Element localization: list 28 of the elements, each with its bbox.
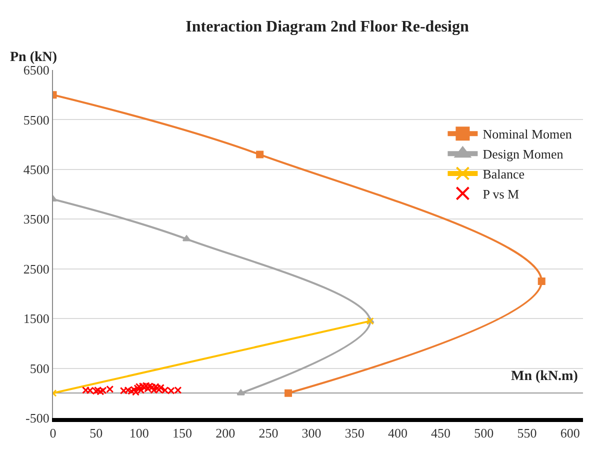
y-tick-label: 6500: [23, 62, 50, 78]
x-tick-label: 450: [431, 426, 451, 441]
legend-label: Nominal Momen: [482, 126, 572, 142]
x-tick-label: 350: [344, 426, 364, 441]
x-tick-label: 400: [388, 426, 408, 441]
x-tick-label: 100: [129, 426, 149, 441]
x-tick-label: 150: [172, 426, 192, 441]
y-axis-title: Pn (kN): [10, 50, 58, 65]
x-tick-label: 200: [216, 426, 236, 441]
y-tick-label: 2500: [23, 261, 50, 276]
y-tick-label: 4500: [23, 162, 50, 177]
y-tick-label: 1500: [23, 311, 50, 326]
x-tick-label: 0: [50, 426, 56, 441]
legend-label: P vs M: [482, 186, 520, 202]
x-axis-title: Mn (kN.m): [511, 369, 578, 384]
x-tick-label: 300: [302, 426, 322, 441]
x-tick-label: 550: [517, 426, 537, 441]
x-tick-label: 250: [258, 426, 278, 441]
legend-label: Design Momen: [482, 146, 564, 162]
y-tick-label: 500: [30, 360, 50, 376]
y-tick-label: 5500: [23, 112, 50, 128]
legend-label: Balance: [482, 166, 525, 182]
chart-title: Interaction Diagram 2nd Floor Re-design: [186, 18, 469, 36]
x-tick-label: 50: [90, 426, 103, 441]
y-tick-label: -500: [26, 410, 50, 426]
x-tick-label: 500: [474, 426, 494, 441]
y-tick-label: 3500: [23, 212, 50, 227]
x-tick-label: 600: [560, 426, 580, 441]
